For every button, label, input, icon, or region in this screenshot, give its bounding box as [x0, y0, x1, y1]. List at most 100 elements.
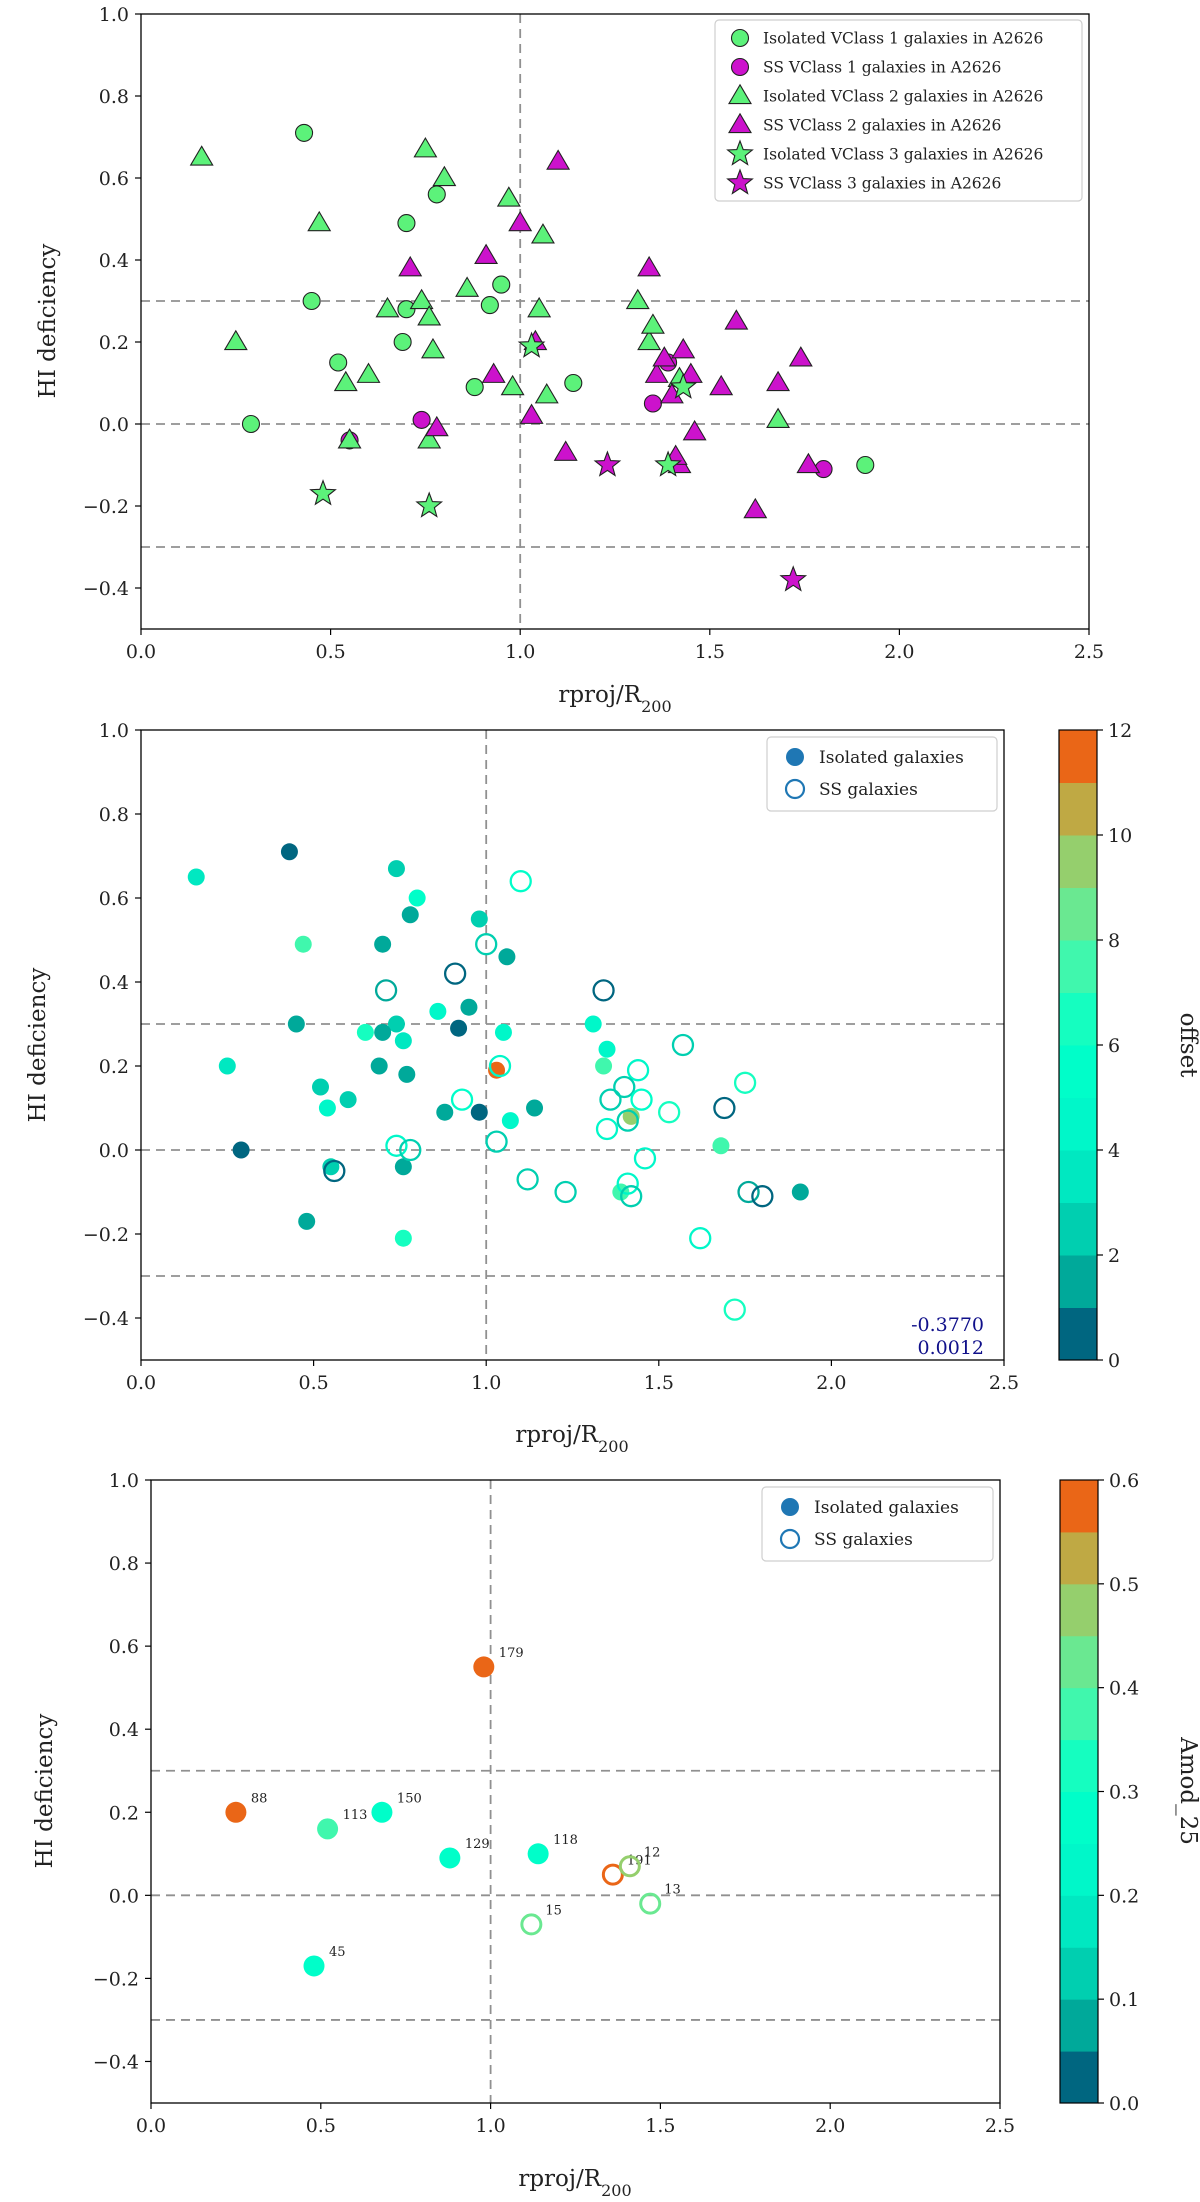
panel2-ytick-label: 0.2: [99, 1056, 129, 1078]
legend-ss-label: SS galaxies: [814, 1530, 913, 1550]
panel1-xtick-label: 0.5: [315, 641, 345, 663]
isolated-galaxy-point: [225, 1801, 247, 1823]
isolated-galaxy-point: [791, 1183, 809, 1201]
isolated-galaxy-point: [371, 1801, 393, 1823]
panel1-ytick-label: 0.4: [99, 250, 129, 272]
series0-point-circle: [465, 378, 484, 397]
colorbar-segment: [1060, 1583, 1098, 1637]
series3-point-triangle: [424, 415, 449, 437]
isolated-galaxy-point: [494, 1023, 512, 1041]
series3-point-triangle: [474, 243, 499, 265]
isolated-galaxy-point: [470, 910, 488, 928]
panel2-xtick-label: 2.0: [816, 1372, 846, 1394]
ss-galaxy-point: [516, 1168, 539, 1191]
colorbar-segment: [1059, 730, 1097, 783]
panel2-ytick-label: 0.0: [99, 1140, 129, 1162]
colorbar-segment: [1060, 1947, 1098, 2000]
isolated-galaxy-point: [527, 1843, 549, 1865]
panel2-xtick-label: 2.5: [989, 1372, 1019, 1394]
colorbar-segment: [1060, 1791, 1098, 1844]
isolated-galaxy-point: [712, 1137, 730, 1155]
ss-galaxy-point: [475, 933, 498, 956]
isolated-galaxy-point: [356, 1023, 374, 1041]
panel1-xtick-label: 0.0: [126, 641, 156, 663]
colorbar-tick-label: 0: [1108, 1350, 1120, 1372]
colorbar-tick-label: 10: [1108, 825, 1132, 847]
panel3-ytick-label: −0.2: [93, 1968, 139, 1990]
panel1-xtick-label: 1.0: [505, 641, 535, 663]
series3-point-triangle: [519, 403, 544, 424]
series0-point-circle: [393, 332, 412, 352]
series2-point-triangle: [637, 329, 662, 351]
series0-point-circle: [329, 353, 348, 372]
panel3-colorbar-label: Amod_25: [1175, 1736, 1200, 1845]
series3-point-triangle: [644, 362, 669, 383]
colorbar-tick-label: 6: [1108, 1035, 1120, 1057]
ss-galaxy-point: [658, 1101, 681, 1124]
panel2-ytick-label: 0.4: [99, 972, 129, 994]
ss-galaxy-point: [554, 1180, 577, 1204]
legend-ss-marker: [784, 778, 806, 800]
colorbar-segment: [1059, 1045, 1097, 1098]
panel2-colorbar-label: offset: [1175, 1013, 1200, 1079]
ss-galaxy-point: [737, 1180, 760, 1204]
ss-galaxy-point: [374, 979, 398, 1002]
series2-point-triangle: [223, 329, 248, 351]
series5-point-star: [593, 450, 622, 477]
isolated-galaxy-point: [387, 1015, 405, 1033]
galaxy-id-label: 118: [553, 1833, 578, 1848]
isolated-galaxy-point: [584, 1015, 602, 1033]
panel2-ytick-label: −0.2: [83, 1224, 129, 1246]
panel3-xtick-label: 1.0: [475, 2115, 505, 2137]
isolated-galaxy-point: [312, 1078, 330, 1096]
ss-galaxy-point: [488, 1054, 512, 1078]
isolated-galaxy-point: [595, 1057, 613, 1075]
galaxy-id-label: 113: [343, 1808, 368, 1823]
panel2-legend: Isolated galaxies SS galaxies: [766, 736, 998, 812]
series2-point-triangle: [500, 374, 525, 396]
panel3-ytick-label: 0.8: [109, 1553, 139, 1575]
ss-galaxy-point: [616, 1109, 639, 1132]
ss-galaxy-point: [613, 1075, 636, 1099]
series4-point-star: [654, 450, 682, 477]
isolated-galaxy-point: [280, 843, 298, 861]
series2-point-triangle: [527, 296, 552, 318]
series3-point-triangle: [546, 149, 571, 170]
panel1-legend-box: [714, 19, 1083, 202]
isolated-galaxy-point: [370, 1057, 388, 1075]
ss-galaxy-point: [450, 1088, 474, 1111]
panel1-ytick-label: 0.2: [99, 332, 129, 354]
isolated-galaxy-point: [622, 1107, 640, 1125]
series3-point-triangle: [724, 309, 749, 330]
panel2-ytick-label: 0.8: [99, 804, 129, 826]
ss-galaxy-point: [509, 870, 532, 893]
isolated-galaxy-point: [232, 1141, 250, 1159]
colorbar-segment: [1060, 1531, 1098, 1585]
legend-entry-5: SS VClass 3 galaxies in A2626: [763, 175, 1001, 193]
series3-point-triangle: [508, 210, 533, 232]
legend-entry-1: SS VClass 1 galaxies in A2626: [763, 59, 1001, 77]
colorbar-tick-label: 0.1: [1109, 1989, 1139, 2011]
colorbar-segment: [1060, 1635, 1098, 1689]
ss-galaxy-point: [601, 1863, 624, 1886]
panel1-ytick-label: 0.6: [99, 168, 129, 190]
ss-galaxy-point: [443, 962, 467, 985]
colorbar-tick-label: 4: [1108, 1140, 1120, 1162]
panel2-xtick-label: 0.5: [298, 1372, 328, 1394]
colorbar-segment: [1059, 1202, 1097, 1256]
series2-point-triangle: [356, 362, 381, 383]
isolated-galaxy-point: [394, 1032, 412, 1050]
series3-point-triangle: [743, 497, 768, 519]
ss-galaxy-point: [751, 1185, 774, 1208]
series0-point-circle: [564, 373, 583, 393]
isolated-galaxy-point: [187, 868, 205, 886]
panel1-xtick-label: 1.5: [695, 641, 725, 663]
colorbar-segment: [1060, 1687, 1098, 1741]
series0-point-circle: [241, 414, 261, 434]
colorbar-segment: [1059, 1255, 1097, 1308]
series0-point-circle: [480, 296, 499, 315]
series2-point-triangle: [432, 165, 457, 187]
series1-point-circle: [643, 394, 662, 413]
isolated-galaxy-point: [287, 1015, 305, 1033]
